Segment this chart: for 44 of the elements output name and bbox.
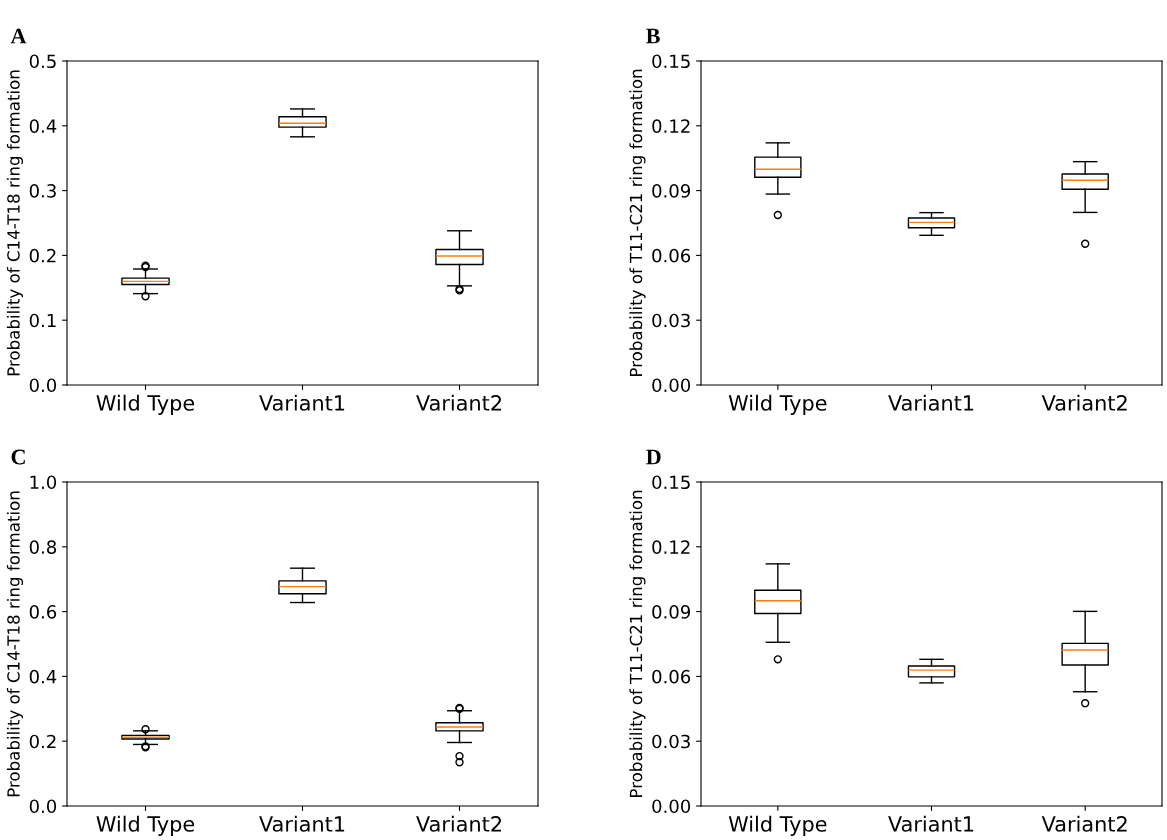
chart-title: A (10, 28, 27, 44)
y-tick-label: 0.00 (652, 799, 691, 814)
y-tick-label: 0.4 (29, 669, 57, 684)
chart-title: C (11, 449, 25, 465)
x-tick-label: Wild Type (728, 394, 827, 415)
x-tick-label: Wild Type (96, 815, 195, 836)
y-tick-label: 0.1 (29, 313, 56, 328)
x-tick-label: Variant2 (416, 394, 501, 411)
y-axis-title: Probability of C14-T18 ring formation (6, 491, 24, 797)
y-tick-label: 0.09 (652, 605, 691, 619)
y-tick-label: 0.6 (29, 605, 57, 619)
y-tick-label: 0.15 (652, 54, 690, 69)
y-tick-label: 0.2 (29, 248, 56, 263)
x-tick-label: Variant1 (888, 394, 974, 411)
y-tick-label: 1.0 (30, 475, 57, 490)
y-tick-label: 0.5 (29, 54, 56, 69)
y-tick-label: 0.03 (652, 734, 690, 749)
x-tick-label: Variant1 (259, 394, 345, 411)
y-tick-label: 0.06 (652, 669, 691, 684)
y-tick-label: 0.15 (652, 475, 690, 490)
x-tick-label: Wild Type (96, 394, 195, 415)
chart-title: D (646, 449, 661, 465)
x-tick-label: Variant1 (259, 815, 345, 832)
y-axis-title: Probability of C14-T18 ring formation (6, 70, 24, 376)
y-axis-title: Probability of T11-C21 ring formation (629, 69, 646, 376)
y-tick-label: 0.0 (29, 799, 57, 814)
y-tick-label: 0.12 (652, 119, 690, 133)
y-tick-label: 0.0 (29, 378, 57, 393)
y-tick-label: 0.00 (652, 378, 691, 393)
x-tick-label: Wild Type (728, 815, 827, 836)
x-tick-label: Variant2 (1041, 394, 1127, 411)
x-tick-label: Variant2 (1041, 815, 1127, 832)
y-tick-label: 0.2 (29, 734, 56, 749)
y-tick-label: 0.06 (652, 248, 691, 263)
x-tick-label: Variant2 (416, 815, 501, 832)
y-axis-title: Probability of T11-C21 ring formation (629, 490, 646, 797)
y-tick-label: 0.3 (29, 184, 56, 198)
chart-title: B (646, 28, 660, 44)
y-tick-label: 0.09 (652, 184, 691, 198)
y-tick-label: 0.4 (29, 119, 57, 133)
y-tick-label: 0.8 (29, 540, 57, 554)
x-tick-label: Variant1 (888, 815, 974, 832)
y-tick-label: 0.12 (652, 540, 690, 554)
y-tick-label: 0.03 (652, 313, 690, 328)
